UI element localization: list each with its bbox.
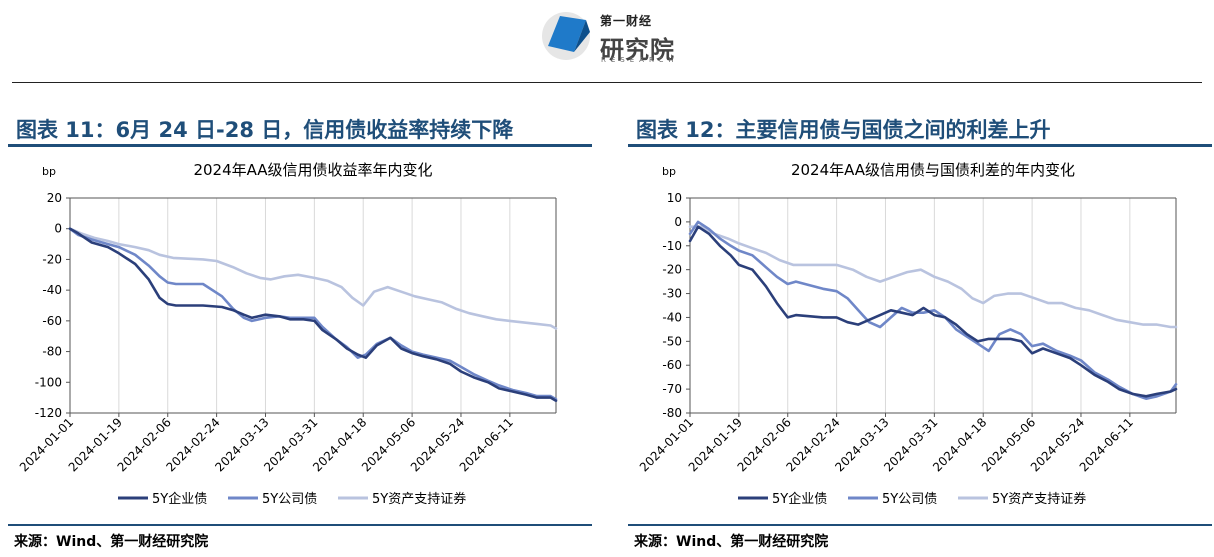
y-tick-label: -80 bbox=[662, 406, 682, 420]
chart-container: 2024年AA级信用债与国债利差的年内变化 bp 10 0 -10 -20 -30 -40 -5… bbox=[628, 148, 1212, 520]
y-tick-label: -60 bbox=[662, 358, 682, 372]
y-tick-label: -80 bbox=[42, 345, 62, 359]
y-tick-label: -120 bbox=[35, 406, 62, 420]
source-rule bbox=[628, 524, 1212, 526]
y-tick-label: -20 bbox=[662, 263, 682, 277]
y-tick-label: -40 bbox=[662, 310, 682, 324]
legend-label: 5Y企业债 bbox=[772, 491, 827, 507]
y-tick-label: -30 bbox=[662, 287, 682, 301]
figure-panel-11: 图表 11：6月 24 日-28 日，信用债收益率持续下降 2024年AA级信用… bbox=[8, 108, 592, 557]
series-line-1 bbox=[68, 227, 558, 401]
series-line-0 bbox=[688, 225, 1178, 398]
logo-small-text: 第一财经 bbox=[600, 14, 653, 28]
source-note: 来源：Wind、第一财经研究院 bbox=[634, 534, 829, 550]
y-tick-label: -20 bbox=[42, 252, 62, 266]
series-line-2 bbox=[68, 227, 558, 330]
logo-big-text: 研究院 bbox=[600, 36, 675, 64]
legend-label: 5Y企业债 bbox=[152, 491, 207, 507]
series-line-0 bbox=[68, 227, 558, 402]
chart-title: 2024年AA级信用债收益率年内变化 bbox=[193, 161, 432, 179]
source-rule bbox=[8, 524, 592, 526]
logo: 第一财经 研究院 RESEARCH bbox=[538, 6, 688, 66]
y-axis-unit-label: bp bbox=[662, 165, 676, 178]
series-line-2 bbox=[688, 225, 1178, 329]
logo-emblem-icon bbox=[542, 12, 590, 60]
y-tick-label: -10 bbox=[662, 239, 682, 253]
y-axis-unit-label: bp bbox=[42, 165, 56, 178]
y-tick-label: -40 bbox=[42, 283, 62, 297]
figure-panel-12: 图表 12：主要信用债与国债之间的利差上升 2024年AA级信用债与国债利差的年… bbox=[628, 108, 1212, 557]
series-line-1 bbox=[688, 220, 1178, 400]
spread-chart: 2024年AA级信用债与国债利差的年内变化 bp 10 0 -10 -20 -30 -40 -5… bbox=[637, 161, 1178, 507]
chart-title: 2024年AA级信用债与国债利差的年内变化 bbox=[791, 161, 1075, 179]
figure-title: 图表 12：主要信用债与国债之间的利差上升 bbox=[636, 118, 1051, 142]
legend-label: 5Y资产支持证券 bbox=[992, 491, 1086, 507]
legend-label: 5Y资产支持证券 bbox=[372, 491, 466, 507]
y-tick-label: 10 bbox=[667, 191, 682, 205]
figure-title-rule bbox=[8, 144, 592, 147]
y-tick-label: -60 bbox=[42, 314, 62, 328]
legend-label: 5Y公司债 bbox=[262, 492, 317, 507]
header-divider bbox=[12, 82, 1202, 83]
y-tick-label: 0 bbox=[674, 215, 682, 229]
logo-sub-text: RESEARCH bbox=[601, 56, 679, 64]
legend-label: 5Y公司债 bbox=[882, 492, 937, 507]
y-tick-label: -70 bbox=[662, 382, 682, 396]
y-tick-label: -50 bbox=[662, 334, 682, 348]
chart-container: 2024年AA级信用债收益率年内变化 bp 20 0 -20 -40 -60 -80 -100 -… bbox=[8, 148, 592, 520]
source-note: 来源：Wind、第一财经研究院 bbox=[14, 534, 209, 550]
y-tick-label: 20 bbox=[47, 191, 62, 205]
figure-title: 图表 11：6月 24 日-28 日，信用债收益率持续下降 bbox=[16, 118, 514, 142]
figure-title-rule bbox=[628, 144, 1212, 147]
y-tick-label: 0 bbox=[54, 222, 62, 236]
y-tick-label: -100 bbox=[35, 375, 62, 389]
yield-chart: 2024年AA级信用债收益率年内变化 bp 20 0 -20 -40 -60 -80 -100 -… bbox=[17, 161, 558, 507]
